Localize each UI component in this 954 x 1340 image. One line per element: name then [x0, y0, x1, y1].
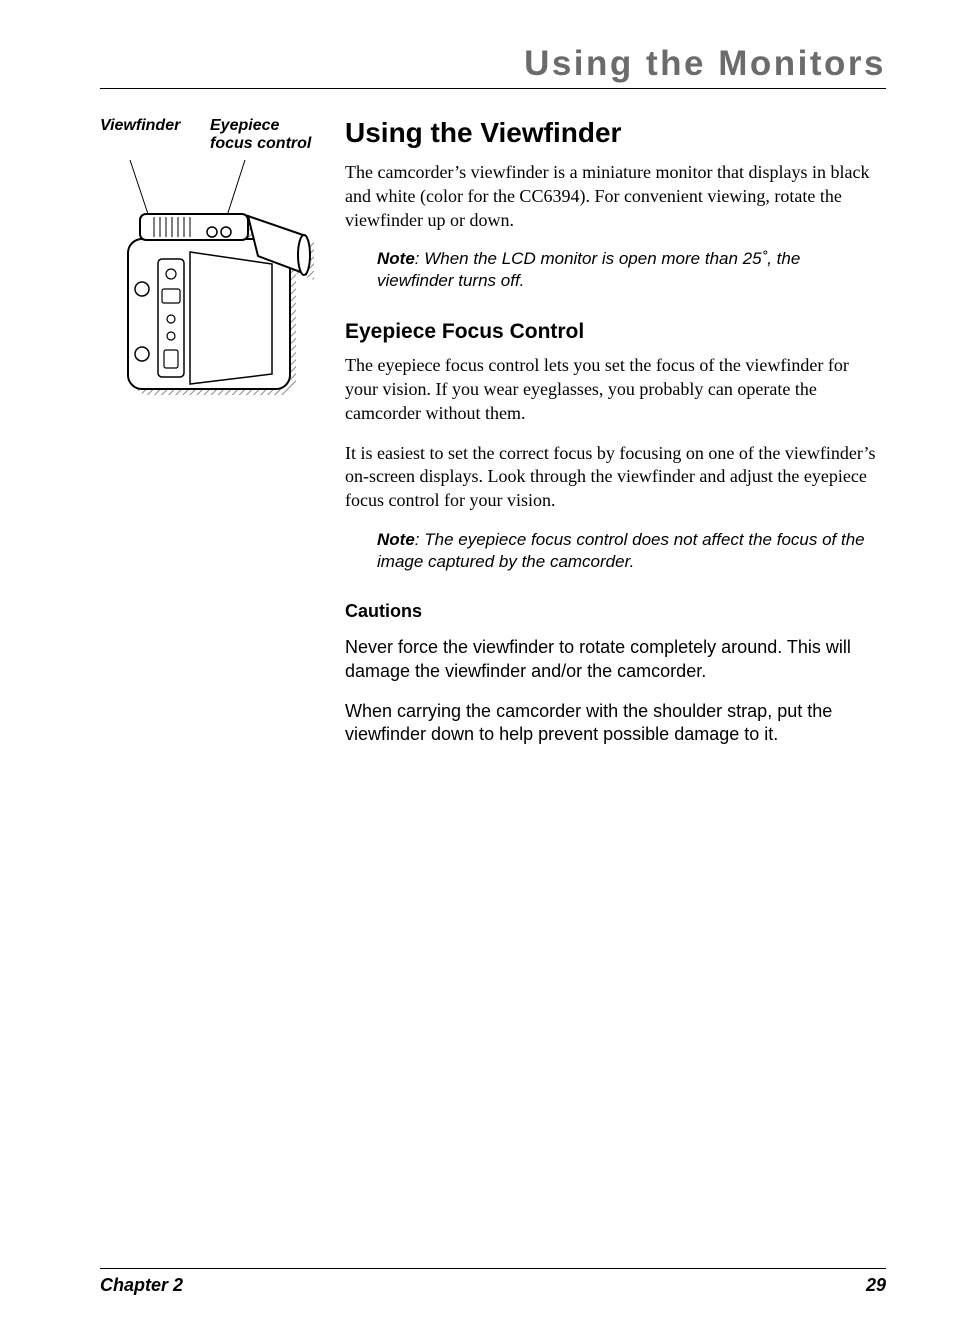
camcorder-illustration — [100, 154, 325, 424]
note-lead: Note — [377, 249, 415, 268]
cautions-para-1: Never force the viewfinder to rotate com… — [345, 636, 880, 684]
note-body: : The eyepiece focus control does not af… — [377, 530, 865, 571]
note-lcd-open: Note: When the LCD monitor is open more … — [377, 248, 880, 292]
page: Using the Monitors Viewfinder Eyepiece f… — [0, 0, 954, 1340]
callout-viewfinder: Viewfinder — [100, 117, 210, 154]
right-column: Using the Viewfinder The camcorder’s vie… — [345, 117, 886, 763]
subhead-eyepiece: Eyepiece Focus Control — [345, 320, 880, 344]
note-body: : When the LCD monitor is open more than… — [377, 249, 800, 290]
footer-page-number: 29 — [866, 1275, 886, 1296]
footer-chapter: Chapter 2 — [100, 1275, 183, 1296]
left-column: Viewfinder Eyepiece focus control — [100, 117, 325, 763]
cautions-heading: Cautions — [345, 601, 880, 622]
eyepiece-para-1: The eyepiece focus control lets you set … — [345, 354, 880, 425]
chapter-title: Using the Monitors — [100, 44, 886, 84]
footer-row: Chapter 2 29 — [100, 1275, 886, 1296]
note-lead: Note — [377, 530, 415, 549]
page-footer: Chapter 2 29 — [100, 1268, 886, 1296]
footer-rule — [100, 1268, 886, 1269]
section-title: Using the Viewfinder — [345, 117, 880, 149]
callout-labels: Viewfinder Eyepiece focus control — [100, 117, 325, 154]
cautions-para-2: When carrying the camcorder with the sho… — [345, 700, 880, 748]
eyepiece-para-2: It is easiest to set the correct focus b… — [345, 442, 880, 513]
content-columns: Viewfinder Eyepiece focus control — [100, 117, 886, 763]
note-eyepiece-focus: Note: The eyepiece focus control does no… — [377, 529, 880, 573]
callout-eyepiece-focus: Eyepiece focus control — [210, 117, 325, 154]
title-rule — [100, 88, 886, 89]
intro-paragraph: The camcorder’s viewfinder is a miniatur… — [345, 161, 880, 232]
